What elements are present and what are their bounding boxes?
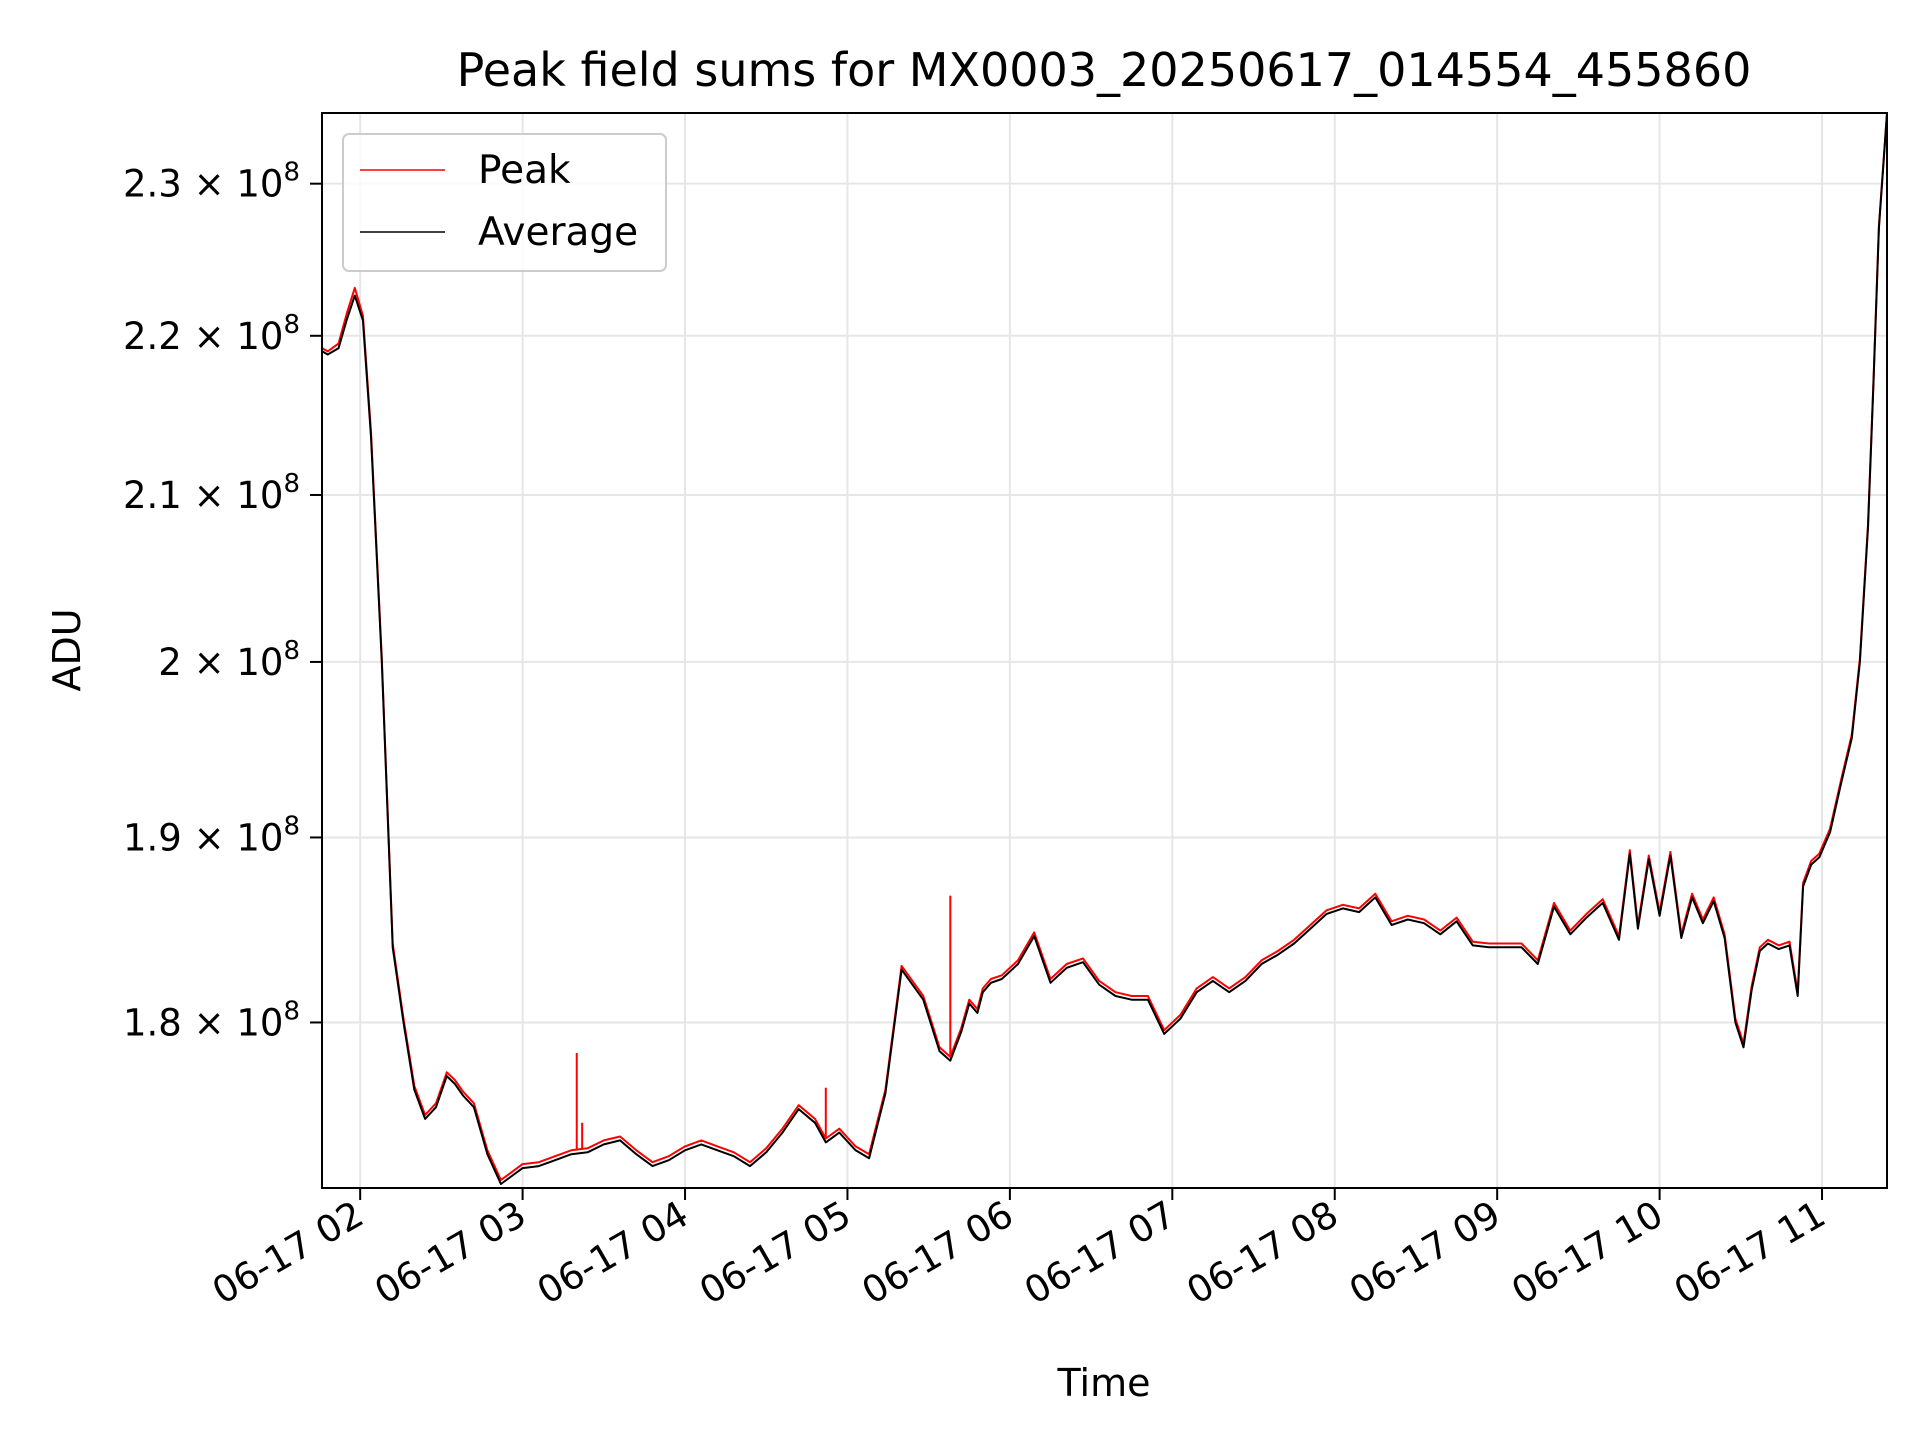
legend-label-average: Average [478, 210, 638, 255]
y-tick-label: 2.3 × 108 [123, 158, 300, 206]
x-axis-label: Time [1057, 1361, 1151, 1405]
y-tick-label: 2.2 × 108 [123, 310, 300, 358]
series-group [321, 112, 1888, 1185]
legend-box [342, 133, 667, 272]
chart-title: Peak field sums for MX0003_20250617_0145… [457, 43, 1752, 97]
plot-frame [321, 112, 1888, 1189]
y-tick-label: 1.8 × 108 [123, 996, 300, 1044]
series-line-peak [321, 112, 1888, 1181]
legend-label-peak: Peak [478, 148, 571, 193]
legend: Peak Average [342, 133, 667, 272]
y-axis-label: ADU [45, 608, 89, 691]
y-tick-label: 1.9 × 108 [123, 811, 300, 859]
y-tick-label: 2.1 × 108 [123, 469, 300, 517]
series-line-average [321, 112, 1888, 1185]
y-tick-label: 2 × 108 [158, 636, 300, 684]
